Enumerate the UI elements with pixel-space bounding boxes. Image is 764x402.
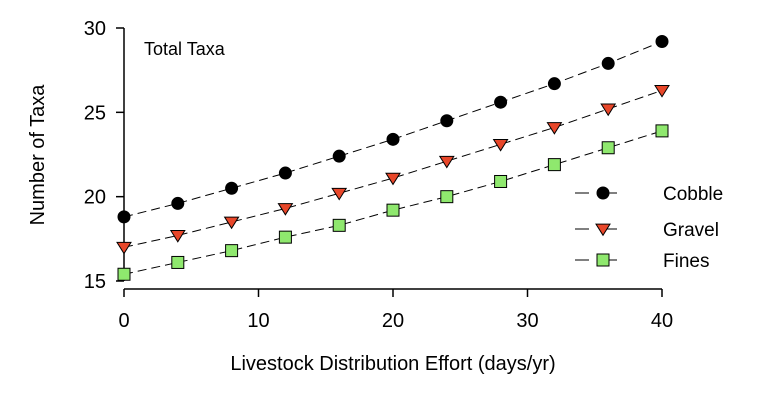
cobble-point (601, 56, 615, 70)
series-fines (117, 124, 669, 281)
legend: Cobble Gravel Fines (575, 184, 723, 272)
plot-area (116, 34, 670, 281)
cobble-point (386, 132, 400, 146)
gravel-point (169, 230, 186, 243)
y-ticks: 15 20 25 30 (84, 18, 124, 293)
x-tick-label: 0 (118, 310, 129, 332)
gravel-point (600, 103, 617, 117)
gravel-point (331, 187, 348, 201)
series-cobble (117, 34, 669, 224)
fines-point (601, 141, 615, 155)
legend-label: Gravel (663, 220, 719, 241)
gravel-point (438, 155, 455, 169)
fines-line (123, 130, 663, 275)
x-tick-label: 10 (247, 310, 269, 332)
x-ticks: 0 10 20 30 40 (118, 289, 673, 332)
x-tick-label: 40 (651, 310, 673, 332)
x-tick-label: 20 (382, 310, 404, 332)
legend-item-gravel: Gravel (575, 220, 719, 241)
cobble-point (440, 114, 454, 128)
axes (123, 28, 662, 290)
x-axis-title: Livestock Distribution Effort (days/yr) (230, 353, 555, 375)
y-tick-label: 20 (84, 187, 106, 209)
legend-marker (596, 186, 610, 200)
gravel-point (546, 122, 563, 135)
cobble-point (117, 210, 131, 224)
cobble-point (494, 95, 508, 109)
fines-point (278, 230, 292, 244)
legend-marker (596, 253, 610, 267)
fines-point (225, 244, 239, 258)
gravel-point (116, 241, 132, 255)
legend-label: Cobble (663, 184, 723, 205)
fines-point (171, 255, 185, 269)
gravel-point (223, 216, 240, 230)
y-tick-label: 15 (84, 271, 106, 293)
cobble-point (171, 196, 185, 210)
legend-item-fines: Fines (575, 251, 709, 272)
gravel-point (385, 172, 401, 186)
legend-marker (595, 223, 611, 237)
legend-label: Fines (663, 251, 709, 272)
fines-point (547, 158, 561, 172)
fines-point (494, 174, 508, 188)
y-tick-label: 25 (84, 102, 106, 124)
y-axis-title: Number of Taxa (27, 84, 49, 226)
gravel-line (123, 89, 663, 248)
fines-point (117, 267, 131, 281)
cobble-point (225, 181, 239, 195)
series-gravel (116, 85, 670, 255)
fines-point (332, 218, 346, 232)
cobble-point (332, 149, 346, 163)
cobble-point (278, 166, 292, 180)
y-tick-label: 30 (84, 18, 106, 40)
gravel-point (492, 138, 509, 152)
cobble-line (123, 41, 663, 218)
cobble-point (547, 77, 561, 91)
x-tick-label: 30 (516, 310, 538, 332)
legend-item-cobble: Cobble (575, 184, 723, 205)
fines-point (386, 203, 400, 217)
fines-point (440, 190, 454, 204)
cobble-point (655, 34, 669, 48)
gravel-point (277, 203, 294, 216)
chart-annotation: Total Taxa (144, 39, 226, 59)
gravel-point (654, 85, 670, 98)
fines-point (655, 124, 669, 138)
